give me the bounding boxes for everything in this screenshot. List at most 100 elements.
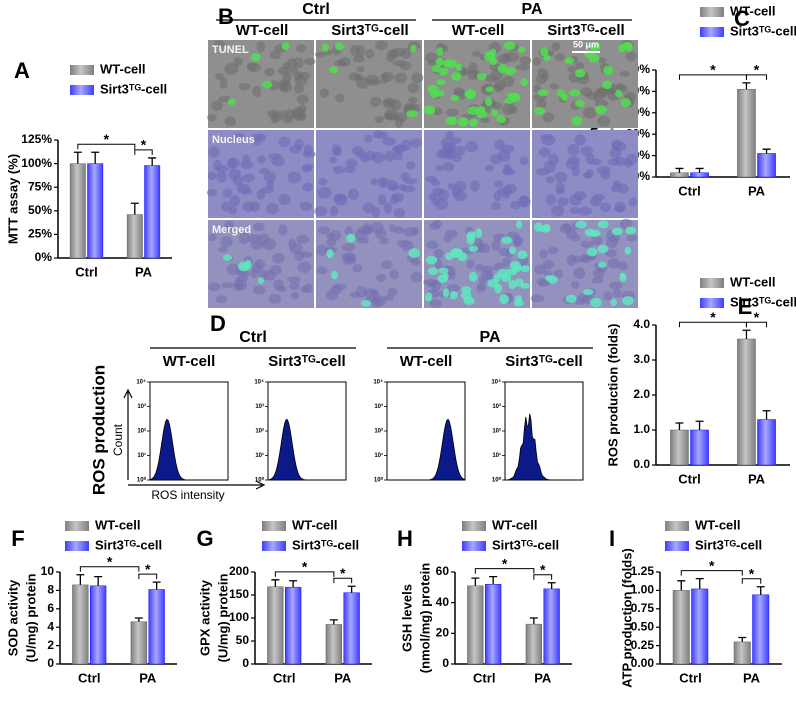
cell [256,188,266,200]
tunel-spot [584,228,596,237]
cell [253,222,265,232]
tunel-spot [542,223,551,232]
cell [238,232,250,244]
tunel-spot [222,254,232,261]
tunel-spot [442,272,449,280]
cell [445,131,454,140]
tunel-spot [499,294,509,304]
tunel-spot [360,300,372,307]
legend-label: Sirt3ᵀᴳ-cell [730,294,796,309]
cell [216,171,227,183]
significance-bracket [474,568,535,574]
cell [543,160,557,173]
column-label: Sirt3ᵀᴳ-cell [331,22,408,39]
tunel-spot [460,291,472,300]
cell [278,224,288,236]
cell [223,220,235,233]
cell [303,58,316,66]
cell [379,237,389,245]
legend-swatch [262,521,286,531]
x-tick-label: Ctrl [273,670,295,685]
tunel-spot [329,66,339,74]
bar [343,592,360,665]
error-bar [289,580,298,588]
y-tick-label: 0 [242,656,249,670]
cell [430,179,441,186]
cell [580,253,589,263]
cell [369,96,382,107]
tunel-spot [322,43,329,52]
y-tick-label: 10⁰ [492,477,502,484]
tunel-spot [575,220,587,229]
panel-title: ROS production [89,365,108,495]
cell [386,50,395,63]
tunel-spot [534,106,546,115]
tunel-spot [537,89,549,97]
y-tick-label: 200 [229,564,249,578]
error-bar [547,582,556,589]
cell [605,236,619,249]
error-bar [73,151,82,164]
tunel-spot [520,265,530,273]
tunel-spot [504,66,517,75]
cell [569,207,581,215]
cell [215,164,229,173]
cell [338,56,351,67]
y-tick-label: 4 [47,619,54,633]
tunel-spot [406,110,419,118]
group-label: PA [521,1,542,18]
legend-label: Sirt3ᵀᴳ-cell [492,537,559,552]
histogram [267,419,346,481]
tunel-spot [510,92,521,103]
cell [287,276,301,283]
cell [497,53,511,64]
cell [333,193,347,203]
tunel-spot [449,290,458,300]
y-axis-label: ATP production (folds) [619,548,634,688]
legend-swatch [700,298,724,308]
tunel-spot [250,53,261,62]
cell [343,165,356,174]
cell [220,236,233,248]
cell [628,197,637,207]
y-tick-label: 10² [137,428,146,435]
legend-label: Sirt3ᵀᴳ-cell [695,537,762,552]
cell [434,198,449,211]
panel-label: A [14,58,30,83]
legend-label: Sirt3ᵀᴳ-cell [730,23,796,38]
significance-mark: * [709,557,715,573]
cell [407,82,420,94]
column-label: WT-cell [236,22,289,39]
cell [377,176,387,189]
cell [250,268,259,278]
tunel-spot [590,297,602,308]
legend-label: Sirt3ᵀᴳ-cell [100,81,167,96]
row-label: Merged [212,224,251,236]
cell [593,268,605,279]
error-bar [762,148,771,154]
y-axis-label: SOD activity [5,579,20,656]
cell [252,285,266,295]
significance-mark: * [749,565,755,581]
significance-mark: * [540,561,546,577]
y-axis-label: ROS production (folds) [605,324,620,467]
cell [519,56,532,65]
y-tick-label: 10¹ [492,452,501,459]
y-tick-label: 40 [436,595,450,609]
cell [437,189,450,201]
cell [383,202,392,214]
tunel-spot [442,288,450,298]
cell [258,168,271,175]
y-tick-label: 2 [47,638,54,652]
cell [215,295,228,304]
y-tick-label: 4.0 [633,317,650,331]
tunel-spot [569,89,581,97]
cell [603,291,613,301]
cell [472,50,481,57]
bar [126,214,143,259]
cell [445,108,459,117]
error-bar [134,617,143,622]
bar [325,624,342,665]
tunel-spot [564,57,575,64]
y-tick-label: 10¹ [137,452,146,459]
